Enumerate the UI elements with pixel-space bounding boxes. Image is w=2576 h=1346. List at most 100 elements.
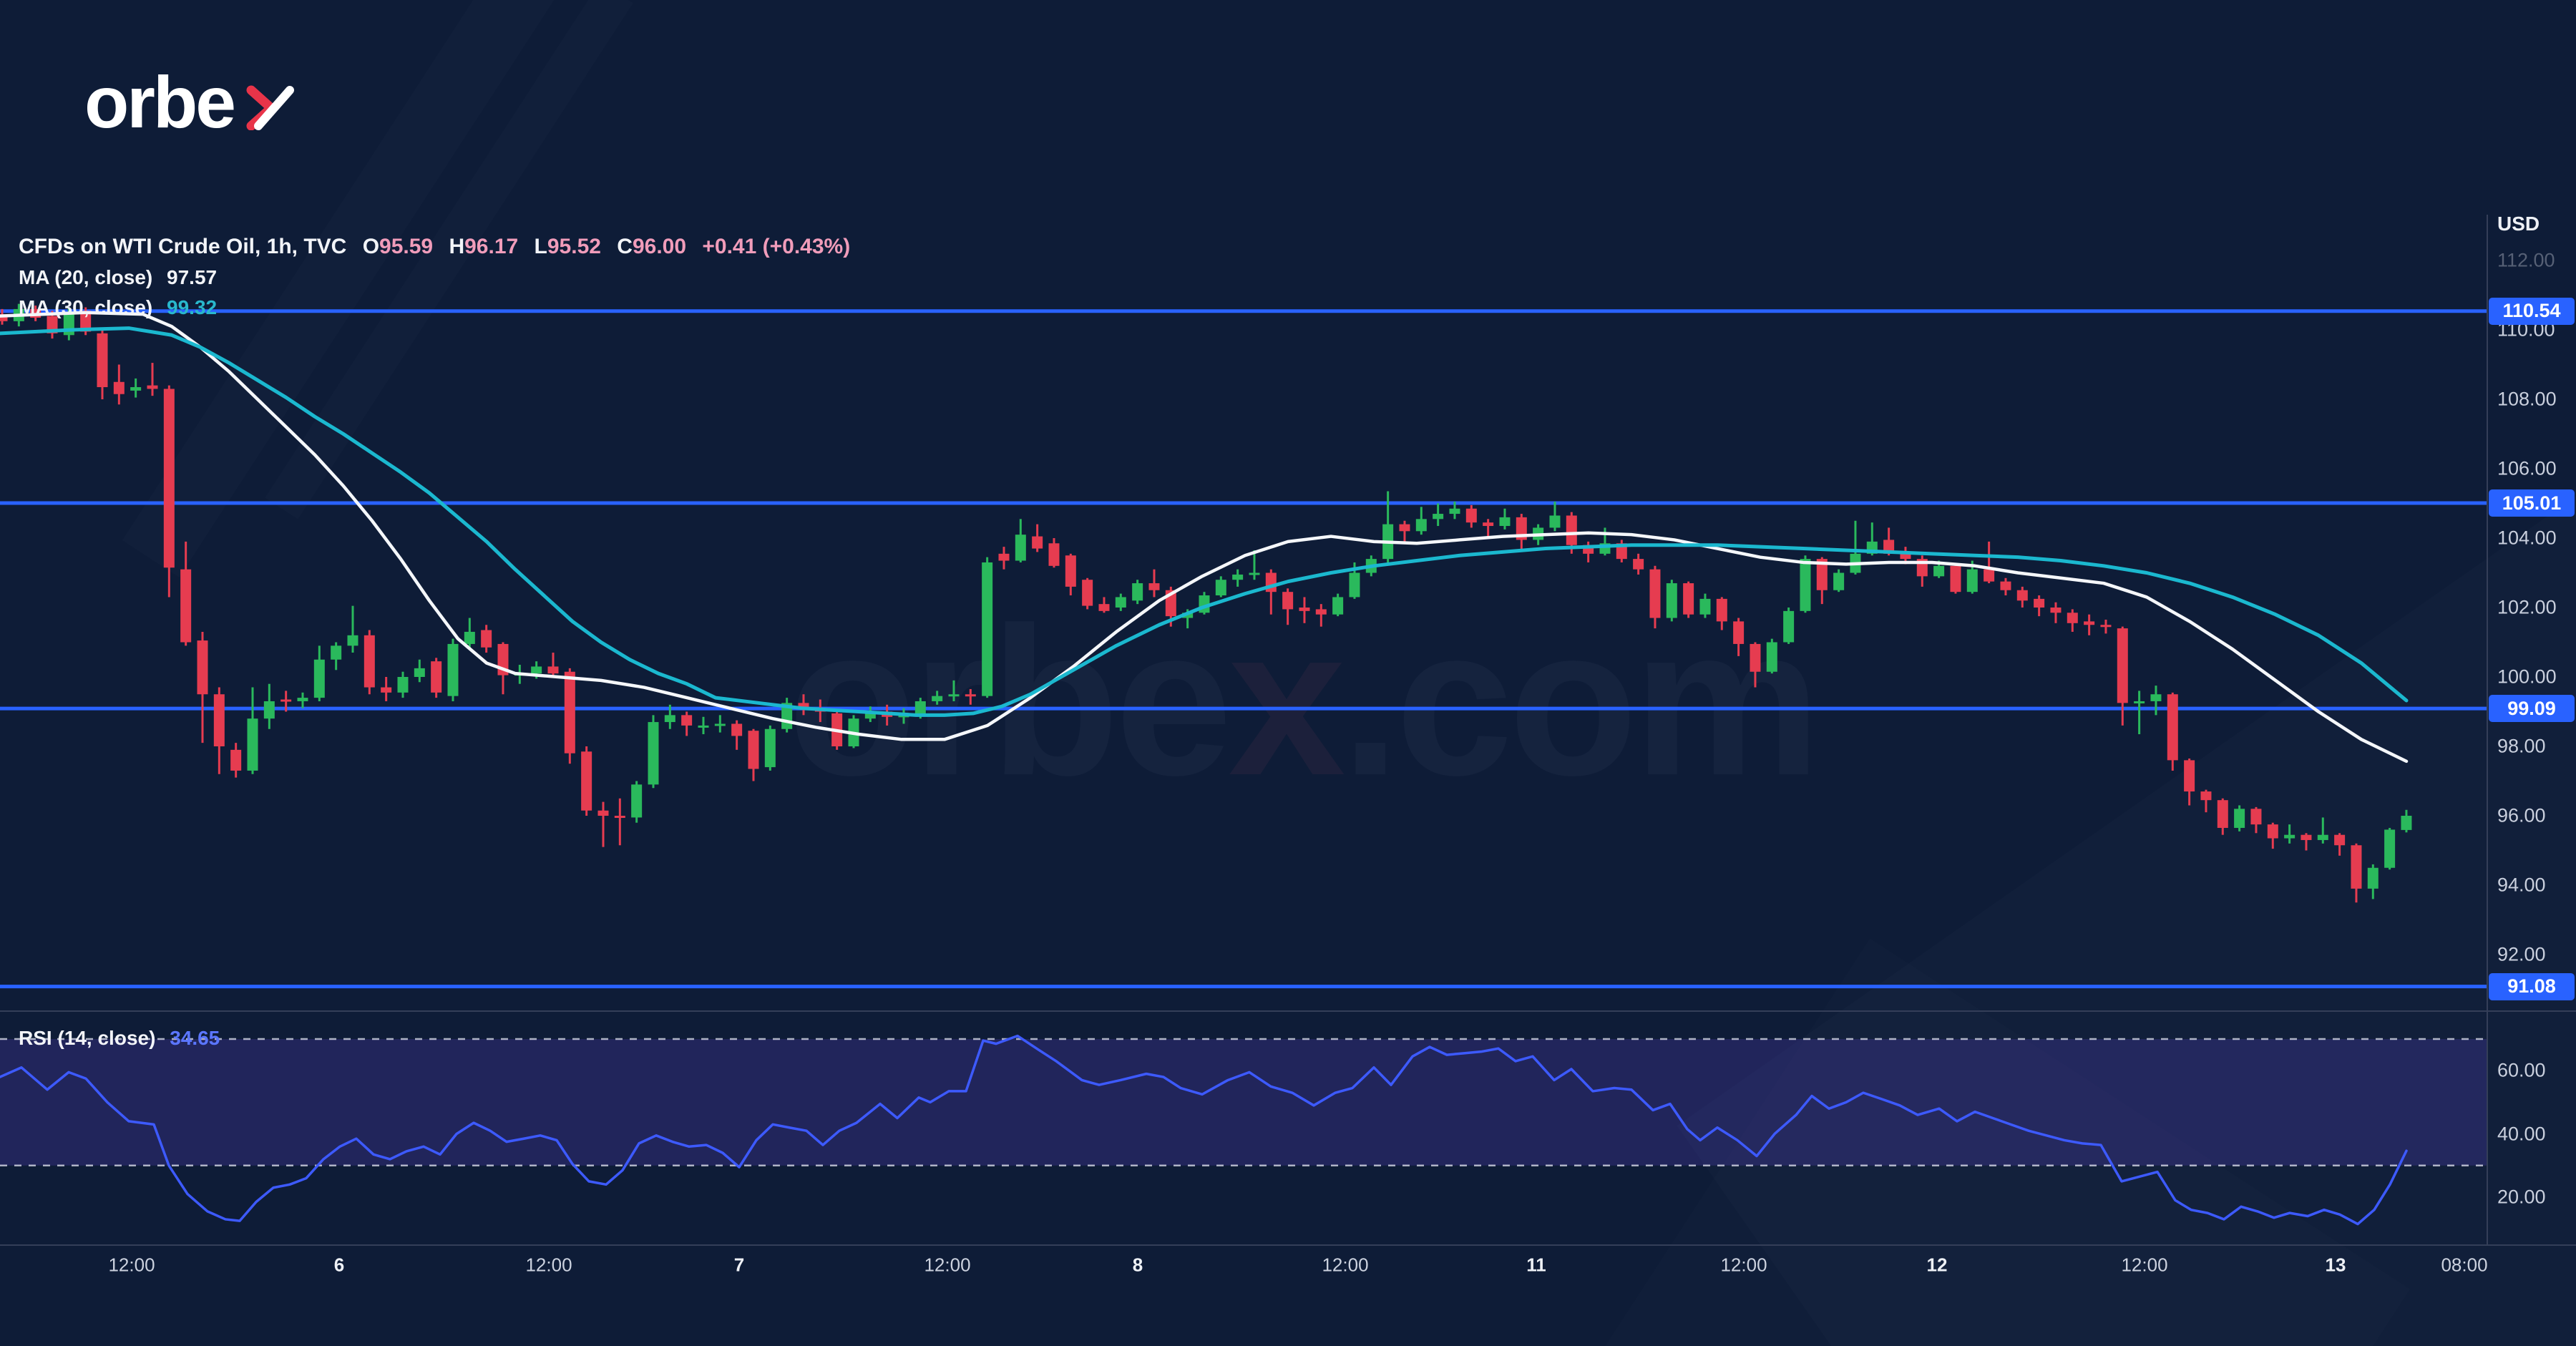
ma20-legend-row[interactable]: MA (20, close) 97.57	[19, 266, 217, 289]
candle-body	[1566, 515, 1577, 545]
candle-body	[1315, 609, 1327, 615]
ma-line-20	[0, 311, 2409, 764]
candle-body	[564, 671, 575, 754]
candle-body	[1148, 583, 1160, 590]
candle-body	[2301, 834, 2312, 840]
open-label: O	[362, 235, 380, 258]
candle-body	[1549, 515, 1561, 528]
candle-body	[1633, 559, 1644, 570]
orbex-logo-x-icon	[246, 85, 295, 130]
low-value: 95.52	[547, 235, 601, 258]
candle-body	[2117, 628, 2128, 703]
candle-body	[180, 569, 192, 643]
candle-body	[2200, 791, 2212, 801]
price-axis-label: 102.00	[2497, 596, 2557, 618]
candle-body	[547, 666, 559, 674]
candle-body	[1032, 536, 1043, 549]
candle-body	[2034, 598, 2045, 608]
rsi-value: 34.65	[170, 1027, 220, 1049]
price-axis-label: 92.00	[2497, 943, 2546, 965]
candle-body	[1249, 572, 1260, 575]
candle-body	[247, 718, 258, 771]
price-axis-label: 100.00	[2497, 665, 2557, 688]
candle-body	[932, 696, 943, 701]
candle-body	[1465, 508, 1477, 523]
time-axis-day-label: 7	[733, 1254, 745, 1276]
symbol-legend-row[interactable]: CFDs on WTI Crude Oil, 1h, TVC O95.59 H9…	[19, 235, 850, 259]
candle-body	[1483, 522, 1494, 527]
candle-body	[664, 715, 675, 723]
candle-body	[798, 703, 809, 708]
candle-body	[447, 643, 459, 696]
candle-body	[2167, 694, 2178, 761]
time-axis-day-label: 6	[333, 1254, 345, 1276]
candle-body	[1015, 535, 1026, 561]
candle-body	[163, 389, 175, 568]
candle-body	[1399, 524, 1410, 532]
price-axis-label: 106.00	[2497, 457, 2557, 479]
price-axis-label: 108.00	[2497, 388, 2557, 410]
candle-body	[481, 630, 492, 648]
candle-body	[1800, 559, 1811, 611]
close-label: C	[617, 235, 633, 258]
candle-body	[2016, 590, 2028, 601]
time-axis-label: 12:00	[924, 1254, 971, 1276]
candle-body	[80, 311, 92, 332]
candle-body	[1132, 583, 1143, 601]
high-value: 96.17	[464, 235, 519, 258]
candle-body	[280, 699, 292, 702]
candle-body	[1282, 592, 1294, 610]
candle-body	[1733, 621, 1745, 644]
candle-body	[2234, 809, 2245, 828]
candle-body	[1649, 569, 1661, 618]
candle-body	[2050, 608, 2062, 613]
close-value: 96.00	[632, 235, 687, 258]
price-axis-label: 98.00	[2497, 735, 2546, 757]
candle-body	[982, 562, 993, 696]
time-axis-day-label: 12	[1926, 1254, 1948, 1276]
candle-body	[1098, 604, 1110, 611]
candle-body	[998, 553, 1010, 561]
candle-body	[347, 635, 358, 646]
candle-body	[714, 723, 726, 726]
ma30-value: 99.32	[167, 296, 218, 318]
price-axis-label-faded: 112.00	[2497, 249, 2555, 271]
candle-body	[1984, 569, 1995, 582]
candle-body	[331, 645, 342, 660]
candle-body	[1433, 514, 1444, 520]
rsi-label: RSI (14, close)	[19, 1027, 156, 1049]
orbex-logo[interactable]: orbe	[84, 66, 295, 139]
rsi-axis-label: 40.00	[2497, 1123, 2546, 1145]
candle-body	[2284, 834, 2296, 839]
candle-body	[1299, 608, 1310, 611]
candle-body	[2150, 694, 2162, 701]
candle-body	[2100, 625, 2112, 628]
time-axis-label: 12:00	[1322, 1254, 1369, 1276]
price-level-badge: 105.01	[2489, 489, 2575, 517]
price-level-badge: 110.54	[2489, 297, 2575, 325]
candle-body	[948, 694, 960, 697]
rsi-legend-row[interactable]: RSI (14, close) 34.65	[19, 1027, 220, 1050]
ma20-label: MA (20, close)	[19, 266, 153, 288]
candle-body	[1833, 572, 1845, 590]
candle-body	[764, 728, 776, 768]
candle-body	[2401, 816, 2412, 830]
time-axis-label: 12:00	[2121, 1254, 2168, 1276]
candle-body	[581, 751, 592, 811]
candle-body	[2267, 824, 2278, 839]
price-axis-label: 104.00	[2497, 527, 2557, 549]
candle-body	[698, 725, 709, 728]
time-axis-label: 12:00	[108, 1254, 155, 1276]
time-axis-day-label: 11	[1526, 1254, 1546, 1276]
candle-body	[381, 687, 392, 693]
candle-body	[2317, 834, 2328, 840]
price-axis-currency: USD	[2497, 213, 2540, 235]
ma30-legend-row[interactable]: MA (30, close) 99.32	[19, 296, 217, 319]
candle-body	[1699, 598, 1711, 615]
candle-body	[1215, 580, 1226, 596]
candle-body	[297, 698, 308, 701]
candle-body	[1349, 572, 1360, 598]
candle-body	[397, 677, 409, 693]
candle-body	[1750, 643, 1761, 672]
